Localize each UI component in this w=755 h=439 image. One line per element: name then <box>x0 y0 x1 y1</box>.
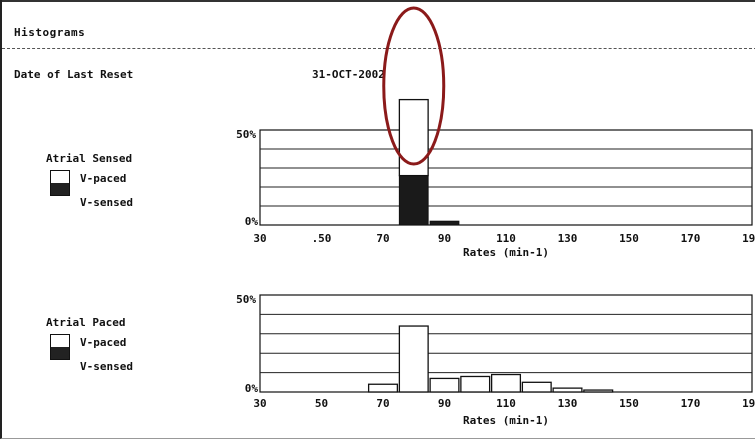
reset-date-label: Date of Last Reset <box>14 68 134 81</box>
x-tick-label: 70 <box>376 232 389 245</box>
x-tick-label: 190 <box>742 397 755 410</box>
bar-v-paced <box>583 389 614 393</box>
y-tick-label: 0% <box>245 215 259 228</box>
bar-v-paced <box>398 325 429 393</box>
legend-title: Atrial Sensed <box>46 152 133 165</box>
x-tick-label: 130 <box>558 397 578 410</box>
y-tick-label: 50% <box>236 128 256 141</box>
x-tick-label: 150 <box>619 397 639 410</box>
bar-v-paced <box>367 383 399 393</box>
y-tick-label: 0% <box>245 382 259 395</box>
legend-item-v-paced: V-paced <box>80 172 127 185</box>
top-border <box>2 0 755 2</box>
bar-v-sensed <box>398 175 429 226</box>
x-tick-label: 170 <box>681 232 701 245</box>
x-tick-label: 110 <box>496 397 516 410</box>
legend-swatch <box>50 170 70 196</box>
x-axis-label: Rates (min-1) <box>463 414 549 427</box>
bar-v-paced <box>552 387 583 393</box>
bar-v-paced <box>490 373 522 393</box>
highlight-ellipse <box>382 6 446 166</box>
x-tick-label: 110 <box>496 232 516 245</box>
legend-title: Atrial Paced <box>46 316 126 329</box>
x-tick-label: 130 <box>558 232 578 245</box>
swatch-paced <box>51 335 69 347</box>
x-tick-label: 50 <box>315 397 328 410</box>
bar-v-paced <box>521 381 552 393</box>
swatch-paced <box>51 171 69 183</box>
legend-item-v-sensed: V-sensed <box>80 196 133 209</box>
legend-swatch <box>50 334 70 360</box>
x-tick-label: 190 <box>742 232 755 245</box>
bar-v-paced <box>429 377 460 393</box>
legend-item-v-sensed: V-sensed <box>80 360 133 373</box>
x-axis-label: Rates (min-1) <box>463 246 549 259</box>
legend-item-v-paced: V-paced <box>80 336 127 349</box>
header-divider <box>2 48 755 49</box>
x-tick-label: 90 <box>438 232 451 245</box>
x-tick-label: 150 <box>619 232 639 245</box>
bar-v-paced <box>460 375 491 393</box>
page-title: Histograms <box>14 26 86 39</box>
swatch-sensed <box>51 347 69 359</box>
reset-date-value: 31-OCT-2002 <box>312 68 385 81</box>
plot-frame <box>259 129 753 226</box>
x-tick-label: 30 <box>253 397 266 410</box>
x-tick-label: .50 <box>312 232 332 245</box>
bar-v-sensed <box>429 220 460 226</box>
swatch-sensed <box>51 183 69 195</box>
y-tick-label: 50% <box>236 293 256 306</box>
x-tick-label: 70 <box>376 397 389 410</box>
x-tick-label: 30 <box>253 232 266 245</box>
x-tick-label: 170 <box>681 397 701 410</box>
x-tick-label: 90 <box>438 397 451 410</box>
